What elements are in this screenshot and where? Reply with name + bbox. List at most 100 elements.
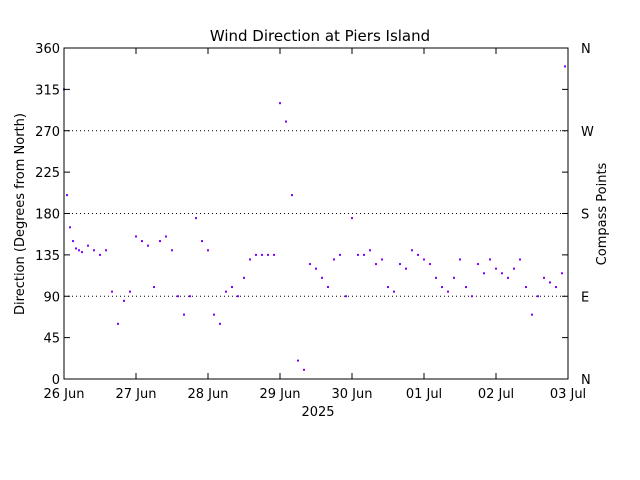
data-point xyxy=(435,276,437,279)
data-point xyxy=(561,272,563,275)
data-point xyxy=(363,253,365,256)
data-point xyxy=(81,251,83,254)
x-tick-label: 29 Jun xyxy=(260,387,301,402)
data-point xyxy=(387,286,389,289)
data-point xyxy=(447,290,449,293)
data-point xyxy=(213,313,215,316)
data-point xyxy=(483,272,485,275)
data-point xyxy=(195,217,197,220)
data-point xyxy=(75,247,77,250)
y-tick-label: 360 xyxy=(35,42,60,57)
y-tick-label: 180 xyxy=(35,208,60,223)
data-point xyxy=(159,240,161,243)
data-point xyxy=(231,286,233,289)
x-axis-ticks: 26 Jun 27 Jun 28 Jun 29 Jun 30 Jun 01 Jul 02 J… xyxy=(44,48,586,402)
data-point xyxy=(351,217,353,220)
data-point xyxy=(177,295,179,298)
data-point xyxy=(123,299,125,302)
data-point xyxy=(555,286,557,289)
data-point xyxy=(441,286,443,289)
compass-tick-label: N xyxy=(581,42,591,57)
data-point xyxy=(495,267,497,270)
y-tick-label: 315 xyxy=(35,83,60,98)
data-point xyxy=(339,253,341,256)
data-point xyxy=(237,295,239,298)
compass-tick-label: N xyxy=(581,373,591,388)
x-tick-label: 01 Jul xyxy=(406,387,442,402)
data-point xyxy=(489,258,491,261)
data-point xyxy=(423,258,425,261)
data-point xyxy=(165,235,167,238)
data-point xyxy=(333,258,335,261)
data-point xyxy=(345,295,347,298)
data-point xyxy=(531,313,533,316)
data-point xyxy=(135,235,137,238)
data-point xyxy=(69,226,71,229)
x-axis-label: 2025 xyxy=(301,405,334,420)
right-axis-label: Compass Points xyxy=(595,162,610,265)
data-point xyxy=(273,253,275,256)
data-point xyxy=(117,322,119,325)
data-point xyxy=(429,263,431,266)
data-points xyxy=(63,65,566,371)
data-point xyxy=(471,295,473,298)
data-point xyxy=(189,295,191,298)
data-point xyxy=(183,313,185,316)
data-point xyxy=(453,276,455,279)
data-point xyxy=(525,286,527,289)
y-axis-label: Direction (Degrees from North) xyxy=(13,113,28,315)
data-point xyxy=(417,253,419,256)
data-point xyxy=(321,276,323,279)
y-tick-label: 45 xyxy=(43,332,60,347)
data-point xyxy=(225,290,227,293)
data-point xyxy=(66,194,68,197)
compass-tick-label: W xyxy=(581,125,594,140)
data-point xyxy=(267,253,269,256)
data-point xyxy=(537,295,539,298)
data-point xyxy=(255,253,257,256)
data-point xyxy=(543,276,545,279)
data-point xyxy=(105,249,107,252)
data-point xyxy=(303,368,305,371)
data-point xyxy=(129,290,131,293)
data-point xyxy=(411,249,413,252)
data-point xyxy=(399,263,401,266)
data-point xyxy=(381,258,383,261)
data-point xyxy=(405,267,407,270)
data-point xyxy=(219,322,221,325)
data-point xyxy=(243,276,245,279)
data-point xyxy=(99,253,101,256)
compass-tick-label: E xyxy=(581,290,589,305)
x-tick-label: 30 Jun xyxy=(332,387,373,402)
chart-title: Wind Direction at Piers Island xyxy=(210,27,430,45)
x-tick-label: 03 Jul xyxy=(550,387,586,402)
data-point xyxy=(465,286,467,289)
x-tick-label: 26 Jun xyxy=(44,387,85,402)
data-point xyxy=(261,253,263,256)
x-tick-label: 27 Jun xyxy=(116,387,157,402)
grid-lines xyxy=(64,130,568,297)
compass-tick-label: S xyxy=(581,208,589,223)
data-point xyxy=(201,240,203,243)
data-point xyxy=(459,258,461,261)
y-tick-label: 225 xyxy=(35,166,60,181)
data-point xyxy=(171,249,173,252)
y-axis-ticks: 0 45 90 135 180 225 270 315 360 xyxy=(35,42,568,388)
data-point xyxy=(519,258,521,261)
data-point xyxy=(153,286,155,289)
data-point xyxy=(111,290,113,293)
data-point xyxy=(285,120,287,123)
x-tick-label: 02 Jul xyxy=(478,387,514,402)
x-tick-label: 28 Jun xyxy=(188,387,229,402)
data-point xyxy=(249,258,251,261)
data-point xyxy=(375,263,377,266)
data-point xyxy=(93,249,95,252)
data-point xyxy=(291,194,293,197)
data-point xyxy=(315,267,317,270)
y-tick-label: 270 xyxy=(35,125,60,140)
y-tick-label: 90 xyxy=(43,290,60,305)
compass-axis-ticks: N E S W N xyxy=(581,42,594,388)
data-point xyxy=(78,249,80,252)
data-point xyxy=(507,276,509,279)
data-point xyxy=(393,290,395,293)
